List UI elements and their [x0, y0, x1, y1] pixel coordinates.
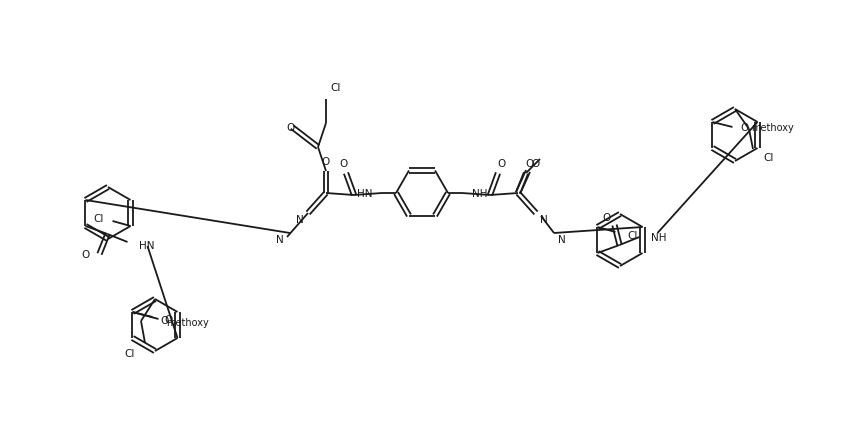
Text: N: N [540, 215, 548, 224]
Text: Cl: Cl [330, 83, 340, 93]
Text: O: O [160, 315, 169, 325]
Text: O: O [526, 159, 534, 169]
Text: Cl: Cl [763, 153, 773, 163]
Text: NH: NH [652, 233, 667, 243]
Text: O: O [165, 314, 173, 324]
Text: Cl: Cl [627, 230, 638, 240]
Text: N: N [296, 215, 304, 224]
Text: Cl: Cl [125, 348, 135, 358]
Text: O: O [286, 123, 294, 133]
Text: O: O [603, 212, 610, 222]
Text: methoxy: methoxy [751, 123, 794, 133]
Text: O: O [322, 157, 330, 166]
Text: O: O [532, 159, 540, 169]
Text: O: O [740, 123, 749, 133]
Text: NH: NH [472, 189, 488, 199]
Text: O: O [340, 159, 348, 169]
Text: methoxy: methoxy [166, 317, 208, 327]
Text: HN: HN [139, 240, 155, 250]
Text: N: N [276, 234, 284, 244]
Text: HN: HN [356, 189, 372, 199]
Text: N: N [558, 234, 565, 244]
Text: O: O [498, 159, 506, 169]
Text: O: O [81, 249, 89, 259]
Text: Cl: Cl [94, 214, 104, 224]
